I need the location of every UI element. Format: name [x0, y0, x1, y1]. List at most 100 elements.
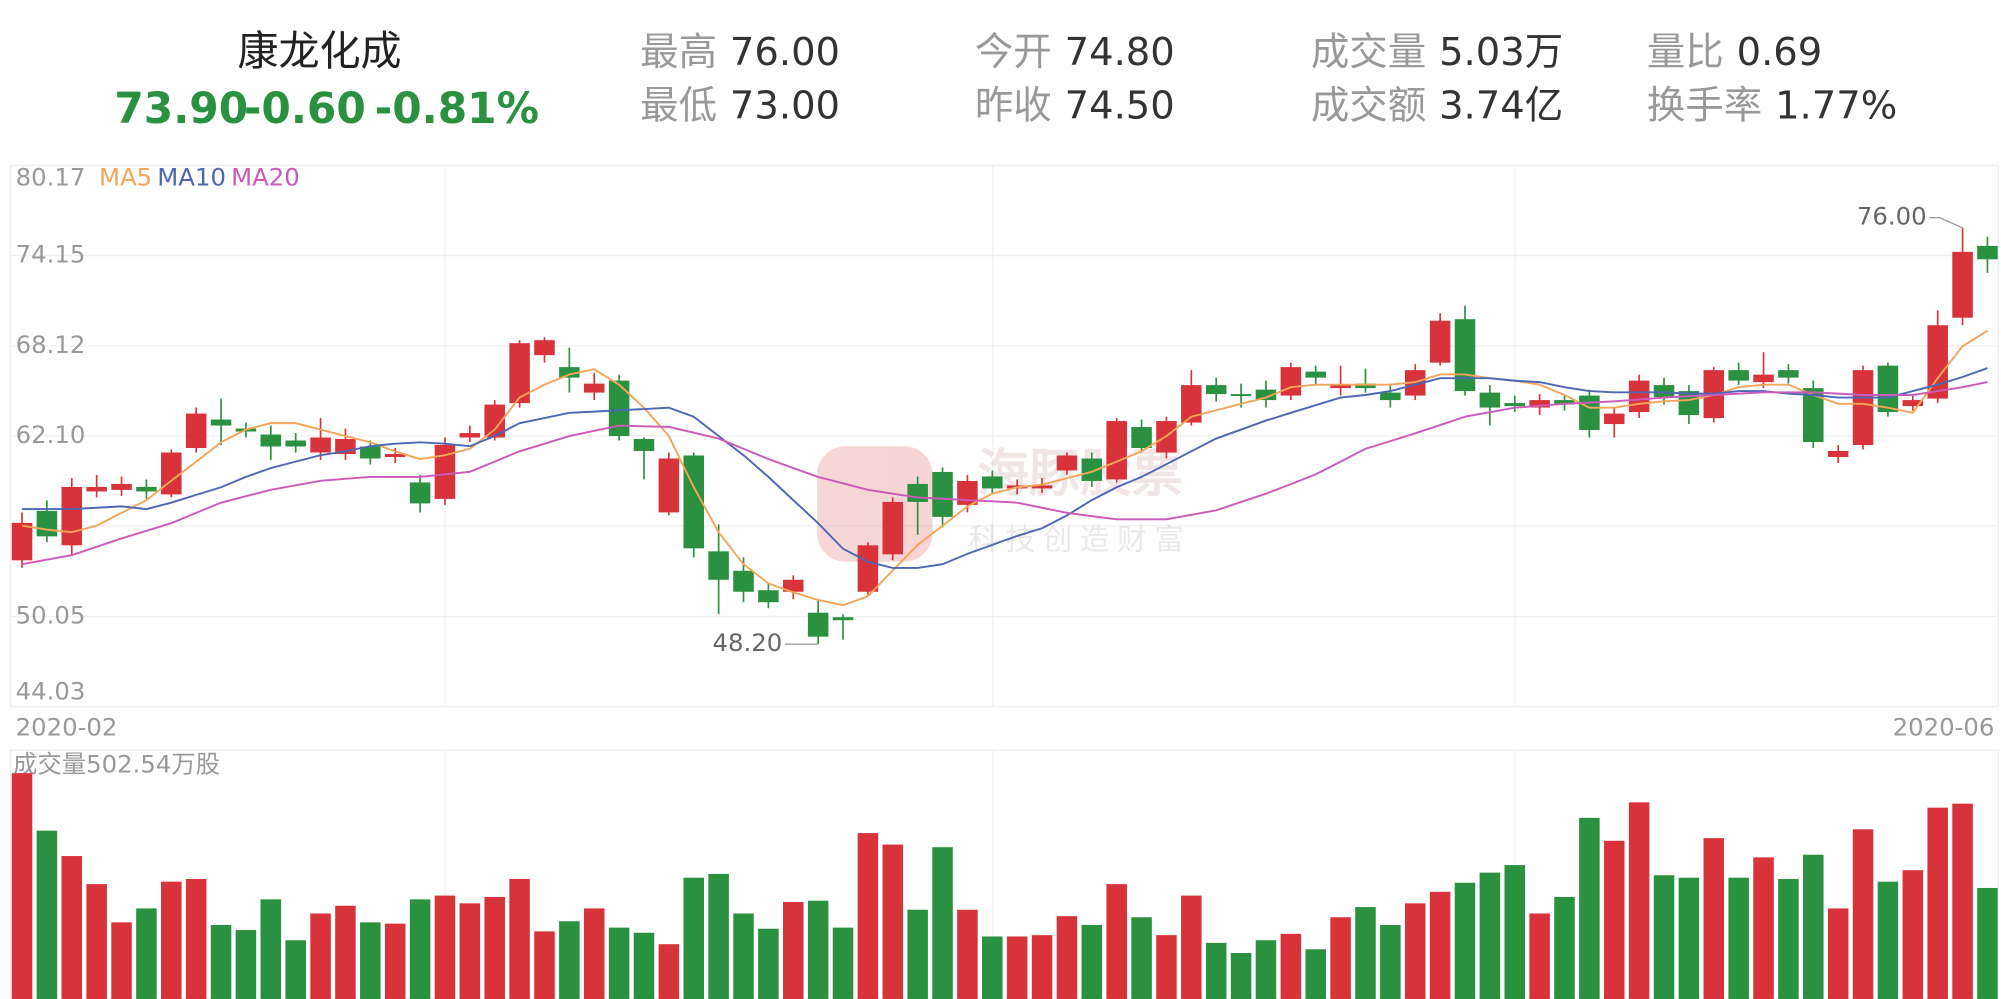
- candle-body: [459, 433, 481, 438]
- stat-value: 5.03万: [1439, 29, 1563, 74]
- volume-bar: [1852, 829, 1874, 999]
- stat-value: 76.00: [730, 29, 840, 74]
- change-pct: -0.81%: [375, 84, 539, 133]
- stat-value: 74.50: [1065, 83, 1175, 128]
- candle-body: [1081, 458, 1103, 481]
- stat-label: 昨收: [975, 83, 1052, 128]
- volume-bar: [310, 913, 331, 999]
- legend-entry: MA20: [231, 162, 300, 191]
- volume-bar: [1056, 916, 1078, 999]
- stat-label: 最低: [640, 83, 717, 128]
- volume-bar: [1106, 884, 1127, 999]
- volume-bar: [932, 847, 953, 999]
- stats: 最高 76.00 今开 74.80 成交量 5.03万 量比 0.69 最低 73.00 昨收 74.…: [640, 29, 1897, 128]
- volume-bar: [683, 877, 705, 999]
- candle-body: [907, 483, 928, 502]
- candle-body: [658, 458, 680, 513]
- volume-bar: [1255, 940, 1277, 999]
- candle-body: [1927, 325, 1948, 399]
- volume-bar: [907, 909, 928, 999]
- candle-body: [384, 453, 406, 457]
- ma-line: [21, 329, 1988, 607]
- x-tick-label: 2020-02: [16, 712, 118, 741]
- candle-body: [1056, 455, 1078, 471]
- candle-body: [136, 486, 157, 492]
- volume-bar: [534, 931, 555, 999]
- stat-value: 0.69: [1737, 29, 1823, 74]
- x-tick-label: 2020-06: [1893, 712, 1995, 741]
- volume-bar: [459, 903, 481, 999]
- volume-bar: [1156, 935, 1177, 999]
- volume-bar: [1205, 942, 1227, 999]
- volume-bar: [1131, 917, 1152, 999]
- stat: 最低 73.00: [640, 83, 840, 128]
- candle-body: [1852, 370, 1874, 446]
- volume-bar: [1380, 924, 1401, 999]
- volume-bar: [1728, 877, 1749, 999]
- volume-bar: [633, 932, 655, 999]
- stat-value: 74.80: [1065, 29, 1175, 74]
- candle-body: [1678, 391, 1700, 416]
- volume-bar: [857, 833, 879, 999]
- volume-bar: [1628, 802, 1650, 999]
- candle-body: [509, 343, 530, 404]
- volume-bar: [11, 773, 33, 999]
- volume-bar: [235, 930, 257, 999]
- candle-body: [1753, 374, 1774, 383]
- volume-bar: [1081, 924, 1103, 999]
- y-tick-label: 68.12: [16, 330, 86, 359]
- volume-bar: [608, 927, 630, 999]
- volume-bar: [1554, 896, 1575, 999]
- candle-body: [1977, 245, 1998, 260]
- candle-body: [708, 551, 729, 580]
- candle-body: [1728, 370, 1749, 381]
- volume-bar: [1604, 840, 1625, 999]
- candle-body: [161, 452, 182, 495]
- candle-body: [1653, 385, 1675, 398]
- volume-bar: [136, 908, 157, 999]
- candle-body: [534, 340, 555, 356]
- candle-body: [61, 486, 83, 546]
- volume-bar: [982, 936, 1003, 999]
- volume-bar: [1977, 887, 1998, 999]
- candle-body: [807, 612, 829, 637]
- volume-bar: [360, 922, 381, 999]
- candle-body: [11, 522, 33, 561]
- volume-bar: [111, 922, 132, 999]
- volume-bar: [1703, 838, 1725, 999]
- change: -0.60: [244, 84, 366, 133]
- candle-body: [1380, 392, 1401, 401]
- stat-value: 73.00: [730, 83, 840, 128]
- ma-line: [21, 381, 1988, 566]
- candle-body: [1280, 367, 1302, 396]
- volume-bar: [1479, 872, 1501, 999]
- volume-bar: [733, 913, 754, 999]
- volume-bar: [1827, 908, 1849, 999]
- volume-bar: [1181, 895, 1202, 999]
- volume-bar: [559, 921, 580, 999]
- volume-bar: [1529, 913, 1550, 999]
- candle-body: [1902, 400, 1924, 407]
- ma-line: [22, 367, 1988, 569]
- legend-entry: MA5: [99, 162, 152, 191]
- candle-body: [1355, 383, 1376, 389]
- candle-body: [1429, 320, 1451, 363]
- candle-body: [1205, 385, 1227, 395]
- volume-bar: [409, 899, 431, 999]
- candle-body: [1529, 400, 1550, 408]
- volume-bar: [1579, 817, 1600, 999]
- volume-bar: [1778, 879, 1799, 999]
- y-tick-label: 80.17: [16, 162, 86, 191]
- stat-label: 换手率: [1647, 83, 1762, 128]
- volume-bar: [1280, 933, 1302, 999]
- candle-body: [583, 383, 605, 393]
- candle-body: [783, 579, 804, 592]
- watermark-slogan: 科技创造财富: [968, 523, 1191, 557]
- stat: 换手率 1.77%: [1647, 83, 1897, 128]
- volume-frame: [9, 749, 1999, 999]
- annotation-label: 48.20: [712, 628, 782, 657]
- candle-body: [1877, 365, 1899, 413]
- volume-bar: [1404, 903, 1426, 999]
- volume-bar: [807, 900, 829, 999]
